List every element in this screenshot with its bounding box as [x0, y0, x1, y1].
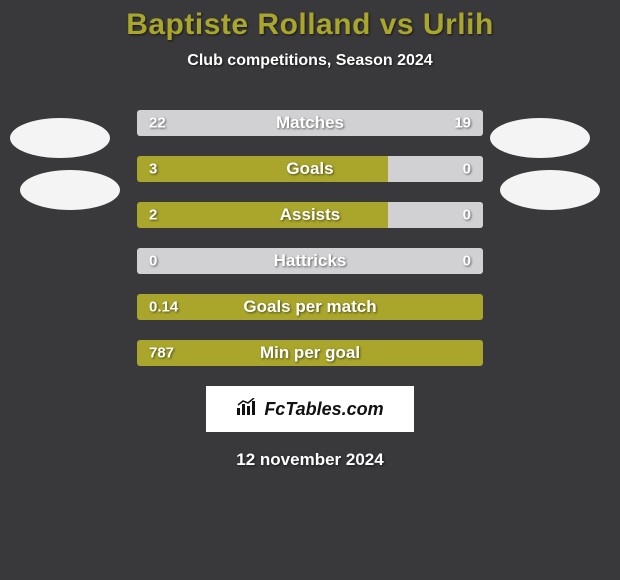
stat-label: Goals per match — [243, 297, 376, 317]
stat-value-left: 3 — [149, 161, 157, 178]
stat-value-right: 19 — [454, 115, 471, 132]
stat-value-left: 787 — [149, 345, 174, 362]
brand-text: FcTables.com — [264, 399, 383, 420]
bar-chart-icon — [236, 398, 258, 421]
stat-value-left: 2 — [149, 207, 157, 224]
stats-area: Matches2219Goals30Assists20Hattricks00Go… — [0, 110, 620, 366]
stat-row: Hattricks 0 0 — [0, 248, 620, 274]
snapshot-date: 12 november 2024 — [0, 450, 620, 470]
comparison-title: Baptiste Rolland vs Urlih — [0, 8, 620, 42]
stat-value-left: 22 — [149, 115, 166, 132]
stat-value-right: 0 — [463, 253, 471, 270]
stat-row: Goals per match 0.14 — [0, 294, 620, 320]
stat-row: Matches 22 19 — [0, 110, 620, 136]
stat-value-left: 0 — [149, 253, 157, 270]
stat-label: Goals — [286, 159, 333, 179]
stat-row: Min per goal 787 — [0, 340, 620, 366]
stat-row: Goals 3 0 — [0, 156, 620, 182]
comparison-subtitle: Club competitions, Season 2024 — [0, 52, 620, 70]
brand-box: FcTables.com — [206, 386, 414, 432]
stat-value-right: 0 — [463, 161, 471, 178]
stat-label: Min per goal — [260, 343, 360, 363]
stat-row: Assists 2 0 — [0, 202, 620, 228]
stat-value-right: 0 — [463, 207, 471, 224]
stat-label: Assists — [280, 205, 340, 225]
stat-value-left: 0.14 — [149, 299, 178, 316]
stat-label: Matches — [276, 113, 344, 133]
stat-label: Hattricks — [274, 251, 347, 271]
